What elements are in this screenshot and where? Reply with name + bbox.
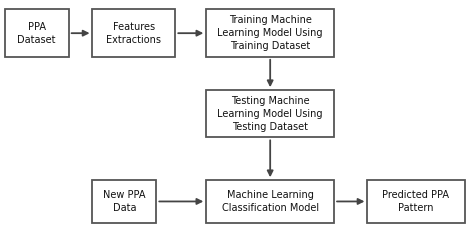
FancyBboxPatch shape [5, 9, 69, 57]
Text: Features
Extractions: Features Extractions [106, 22, 162, 45]
Text: PPA
Dataset: PPA Dataset [18, 22, 56, 45]
Text: Training Machine
Learning Model Using
Training Dataset: Training Machine Learning Model Using Tr… [218, 15, 323, 51]
Text: Predicted PPA
Pattern: Predicted PPA Pattern [383, 190, 449, 213]
FancyBboxPatch shape [206, 180, 334, 223]
FancyBboxPatch shape [92, 9, 175, 57]
Text: Machine Learning
Classification Model: Machine Learning Classification Model [222, 190, 319, 213]
FancyBboxPatch shape [92, 180, 156, 223]
Text: Testing Machine
Learning Model Using
Testing Dataset: Testing Machine Learning Model Using Tes… [218, 96, 323, 132]
Text: New PPA
Data: New PPA Data [103, 190, 146, 213]
FancyBboxPatch shape [206, 90, 334, 137]
FancyBboxPatch shape [206, 9, 334, 57]
FancyBboxPatch shape [367, 180, 465, 223]
